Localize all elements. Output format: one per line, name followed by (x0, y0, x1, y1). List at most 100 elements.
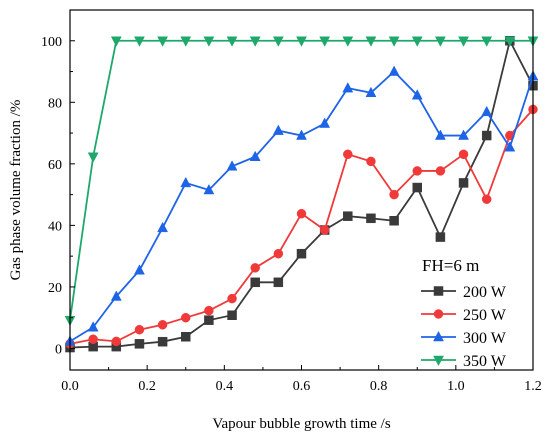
data-point-250-w (181, 312, 191, 323)
data-point-300-w (388, 65, 400, 76)
data-point-250-w (227, 293, 237, 304)
legend-label-300-w: 300 W (463, 330, 507, 347)
data-point-250-w (273, 248, 284, 259)
data-point-350-w (134, 36, 145, 47)
data-point-250-w (366, 156, 376, 167)
data-point-300-w (411, 89, 423, 100)
data-point-200-w (343, 211, 353, 221)
data-point-350-w (296, 36, 307, 47)
legend-marker-350-w (433, 355, 444, 367)
data-point-300-w (180, 176, 192, 188)
data-point-200-w (204, 315, 214, 325)
data-point-250-w (435, 166, 446, 176)
data-point-350-w (226, 36, 238, 47)
x-tick-label: 0.6 (293, 379, 311, 394)
series-200-w (65, 36, 538, 353)
data-point-200-w (181, 332, 191, 342)
data-point-350-w (365, 36, 377, 47)
data-point-350-w (87, 152, 99, 163)
data-point-250-w (250, 263, 260, 273)
legend-marker-200-w (433, 286, 444, 296)
x-tick-label: 0.0 (61, 379, 79, 394)
series-300-w (64, 65, 539, 346)
data-point-300-w (365, 86, 377, 98)
y-tick-label: 60 (48, 158, 62, 173)
data-point-200-w (134, 339, 145, 349)
data-point-350-w (434, 36, 446, 47)
legend-marker-300-w (433, 330, 444, 342)
data-point-350-w (272, 36, 284, 47)
data-point-300-w (342, 82, 354, 93)
data-point-300-w (87, 321, 99, 332)
y-tick-label: 20 (48, 281, 62, 296)
y-tick-label: 40 (48, 219, 62, 234)
data-point-200-w (435, 232, 446, 242)
data-point-350-w (180, 36, 192, 47)
data-point-250-w (204, 305, 214, 316)
x-tick-label: 0.2 (138, 379, 156, 394)
data-point-350-w (203, 36, 215, 47)
y-tick-label: 80 (48, 96, 62, 111)
data-point-350-w (157, 36, 169, 47)
series-line-200-w (69, 38, 534, 349)
data-point-300-w (110, 290, 122, 301)
data-point-300-w (458, 129, 469, 140)
data-point-350-w (342, 36, 354, 47)
data-point-300-w (481, 105, 493, 117)
y-axis-label: Gas phase volume fraction /% (8, 100, 24, 281)
data-point-250-w (343, 149, 353, 160)
data-point-350-w (110, 36, 122, 47)
data-point-250-w (319, 225, 330, 235)
data-point-200-w (481, 130, 492, 141)
x-tick-label: 1.0 (447, 379, 465, 394)
legend: FH=6 m 200 W 250 W 300 W 350 W (421, 256, 507, 370)
legend-marker-250-w (433, 309, 444, 319)
y-tick-label: 0 (55, 342, 62, 357)
data-point-250-w (458, 149, 469, 160)
data-point-300-w (296, 129, 307, 140)
data-point-200-w (458, 178, 469, 188)
axis-ticks: 0.0 0.2 0.4 0.6 0.8 1.0 1.2 0 20 40 60 80 100 (41, 35, 542, 394)
data-point-350-w (481, 36, 493, 47)
data-point-250-w (134, 324, 145, 335)
data-point-250-w (111, 336, 122, 347)
data-point-350-w (458, 36, 469, 47)
data-point-200-w (389, 216, 399, 226)
data-point-350-w (388, 36, 400, 47)
legend-label-200-w: 200 W (463, 284, 507, 301)
series-350-w (64, 36, 539, 327)
x-tick-label: 1.2 (524, 379, 542, 394)
plot-marks (64, 36, 539, 353)
data-point-300-w (434, 129, 446, 140)
data-point-200-w (366, 213, 376, 224)
data-point-350-w (504, 36, 516, 47)
data-point-200-w (250, 277, 260, 288)
data-point-250-w (157, 320, 168, 330)
data-point-350-w (319, 36, 331, 47)
data-point-200-w (157, 336, 168, 347)
data-point-300-w (157, 221, 169, 233)
data-point-200-w (296, 248, 307, 259)
x-tick-label: 0.8 (370, 379, 388, 394)
y-tick-label: 100 (41, 35, 62, 50)
data-point-300-w (203, 183, 215, 195)
data-point-300-w (504, 141, 516, 152)
data-point-250-w (88, 334, 98, 344)
data-point-250-w (412, 166, 422, 176)
data-point-300-w (134, 264, 145, 275)
data-point-250-w (296, 208, 307, 219)
data-point-350-w (249, 36, 261, 47)
data-point-300-w (319, 117, 331, 128)
data-point-300-w (226, 160, 238, 171)
data-point-350-w (411, 36, 423, 47)
legend-label-350-w: 350 W (463, 353, 507, 370)
x-axis-label: Vapour bubble growth time /s (212, 416, 390, 432)
legend-label-250-w: 250 W (463, 307, 507, 324)
data-point-300-w (249, 150, 261, 162)
data-point-250-w (389, 189, 399, 200)
x-tick-label: 0.4 (216, 379, 234, 394)
data-point-250-w (481, 194, 492, 204)
legend-title: FH=6 m (422, 256, 479, 275)
data-point-200-w (227, 310, 237, 320)
